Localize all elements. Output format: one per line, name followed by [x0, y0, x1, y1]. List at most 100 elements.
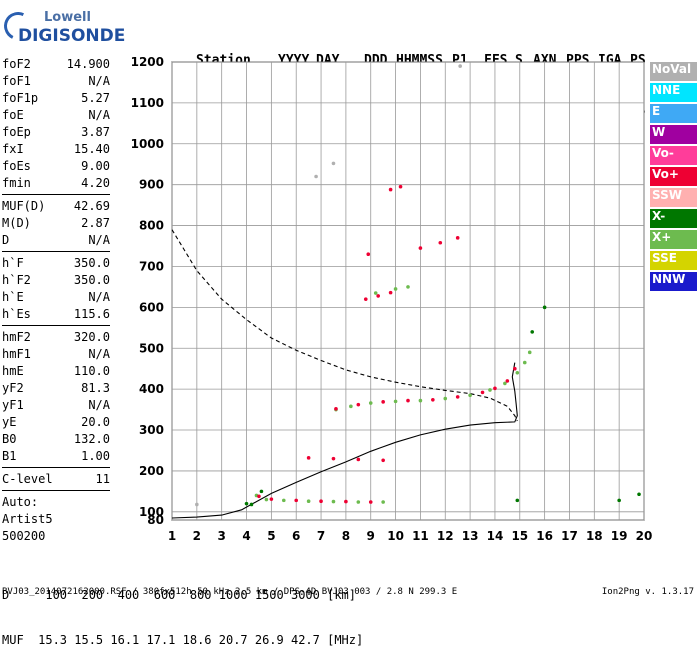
data-point — [617, 498, 621, 503]
data-point — [406, 398, 410, 403]
y-tick-label: 900 — [139, 178, 164, 192]
param-value: N/A — [88, 233, 110, 247]
x-tick-label: 14 — [487, 529, 504, 543]
y-tick-label: 700 — [139, 259, 164, 273]
x-tick-label: 13 — [462, 529, 479, 543]
data-point — [530, 330, 535, 334]
legend-item-nnw: NNW — [650, 272, 697, 291]
data-point — [418, 398, 423, 403]
param-row: yF2 81.3 — [2, 380, 110, 397]
param-key: MUF(D) — [2, 199, 46, 213]
data-point — [503, 381, 507, 386]
data-point — [306, 499, 311, 503]
param-value: N/A — [88, 290, 110, 304]
param-key: foE — [2, 108, 24, 122]
param-row: hmE 110.0 — [2, 363, 110, 380]
logo-line1: Lowell — [44, 10, 91, 25]
param-row: hmF2 320.0 — [2, 329, 110, 346]
parameter-panel: foF2 14.900 foF1 N/A foF1p 5.27 foE N/A foEp 3.87… — [2, 56, 110, 545]
legend-item-vo: Vo+ — [650, 167, 697, 186]
x-tick-label: 15 — [511, 529, 528, 543]
param-key: foF1 — [2, 74, 31, 88]
param-key: fxI — [2, 142, 24, 156]
y-tick-label: 1000 — [131, 137, 164, 151]
legend-item-x: X+ — [650, 230, 697, 249]
param-row: h`Es 115.6 — [2, 306, 110, 323]
data-point — [513, 366, 517, 371]
y-tick-label: 1200 — [131, 55, 164, 69]
data-point — [306, 456, 311, 460]
data-point — [334, 406, 338, 411]
param-value: 5.27 — [81, 91, 110, 105]
data-point — [398, 184, 403, 189]
y-tick-label: 100 — [139, 505, 164, 519]
software-version: Ion2Png v. 1.3.17 — [601, 587, 694, 597]
param-row: h`E N/A — [2, 289, 110, 306]
autoscaling-info: Auto: Artist5 500200 — [2, 494, 110, 545]
param-key: yE — [2, 415, 17, 429]
x-tick-label: 12 — [437, 529, 454, 543]
data-point — [257, 494, 261, 499]
data-point — [505, 379, 510, 383]
param-row: fxI 15.40 — [2, 141, 110, 158]
param-value: 15.40 — [73, 142, 110, 156]
logo-line2: DIGISONDE — [18, 26, 126, 46]
param-row: B1 1.00 — [2, 448, 110, 465]
param-row: yF1 N/A — [2, 397, 110, 414]
param-row: B0 132.0 — [2, 431, 110, 448]
data-point — [366, 252, 371, 256]
data-point — [542, 305, 547, 310]
data-point — [393, 287, 398, 291]
y-tick-label: 400 — [139, 382, 164, 396]
param-row: foEp 3.87 — [2, 124, 110, 141]
data-point — [522, 360, 527, 365]
param-row: M(D) 2.87 — [2, 215, 110, 232]
data-point — [349, 404, 353, 409]
param-divider — [2, 194, 110, 195]
x-tick-label: 20 — [636, 529, 653, 543]
x-tick-label: 6 — [292, 529, 300, 543]
x-tick-label: 8 — [342, 529, 350, 543]
chart-grid — [171, 61, 645, 521]
plot-area — [171, 61, 645, 521]
data-point — [264, 497, 269, 502]
data-point — [331, 499, 336, 504]
param-value: 3.87 — [81, 125, 110, 139]
data-point — [356, 500, 361, 504]
param-value: 2.87 — [81, 216, 110, 230]
x-tick-label: 18 — [586, 529, 603, 543]
data-point — [249, 502, 254, 507]
data-point — [443, 396, 448, 401]
param-row: foF2 14.900 — [2, 56, 110, 73]
param-row: foF1 N/A — [2, 73, 110, 90]
param-divider — [2, 490, 110, 491]
param-row: D N/A — [2, 232, 110, 249]
data-point — [388, 290, 393, 295]
param-row: foEs 9.00 — [2, 158, 110, 175]
param-key: yF2 — [2, 381, 24, 395]
param-key: B1 — [2, 449, 17, 463]
data-point — [356, 402, 361, 407]
param-divider — [2, 251, 110, 252]
data-point — [455, 236, 460, 240]
data-point — [363, 297, 368, 301]
legend-item-nne: NNE — [650, 83, 697, 102]
data-point — [344, 499, 348, 504]
param-row: foE N/A — [2, 107, 110, 124]
muf-value-row: MUF 15.3 15.5 16.1 17.1 18.6 20.7 26.9 4… — [2, 633, 364, 647]
data-point — [319, 499, 323, 503]
chart-traces — [171, 229, 518, 519]
param-key: M(D) — [2, 216, 31, 230]
legend-item-x: X- — [650, 209, 697, 228]
file-info: BVJ03_2014072162000.RSF / 380fx512h 50 k… — [2, 587, 458, 597]
param-key: foEs — [2, 159, 31, 173]
data-point — [431, 397, 435, 402]
param-key: h`F — [2, 256, 24, 270]
param-key: foF2 — [2, 57, 31, 71]
param-value: 11 — [95, 472, 110, 486]
legend-item-vo: Vo- — [650, 146, 697, 165]
data-point — [527, 350, 532, 355]
x-tick-label: 16 — [536, 529, 553, 543]
param-row: h`F2 350.0 — [2, 272, 110, 289]
